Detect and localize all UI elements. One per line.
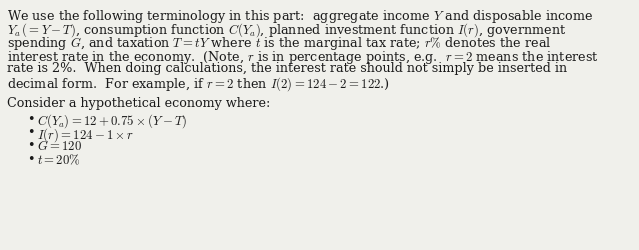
Text: $C(Y_a) = 12 + 0.75 \times (Y - T)$: $C(Y_a) = 12 + 0.75 \times (Y - T)$ (37, 112, 187, 130)
Text: $Y_a\,(=Y-T)$, consumption function $C(Y_a)$, planned investment function $I(r)$: $Y_a\,(=Y-T)$, consumption function $C(Y… (7, 22, 566, 39)
Text: rate is 2%.  When doing calculations, the interest rate should not simply be ins: rate is 2%. When doing calculations, the… (7, 62, 567, 75)
Text: •: • (27, 139, 35, 152)
Text: $G = 120$: $G = 120$ (37, 139, 82, 153)
Text: $t = 20\%$: $t = 20\%$ (37, 152, 81, 167)
Text: •: • (27, 112, 35, 125)
Text: spending $G$, and taxation $T=tY$ where $t$ is the marginal tax rate; $r\%$ deno: spending $G$, and taxation $T=tY$ where … (7, 35, 551, 52)
Text: interest rate in the economy.  (Note, $r$ is in percentage points, e.g.  $r=2$ m: interest rate in the economy. (Note, $r$… (7, 48, 599, 65)
Text: •: • (27, 126, 35, 138)
Text: decimal form.  For example, if $r=2$ then $I(2)=124-2=122$.): decimal form. For example, if $r=2$ then… (7, 75, 390, 93)
Text: Consider a hypothetical economy where:: Consider a hypothetical economy where: (7, 96, 270, 110)
Text: $I(r) = 124 - 1 \times r$: $I(r) = 124 - 1 \times r$ (37, 126, 134, 143)
Text: •: • (27, 152, 35, 165)
Text: We use the following terminology in this part:  aggregate income $Y$ and disposa: We use the following terminology in this… (7, 8, 594, 25)
